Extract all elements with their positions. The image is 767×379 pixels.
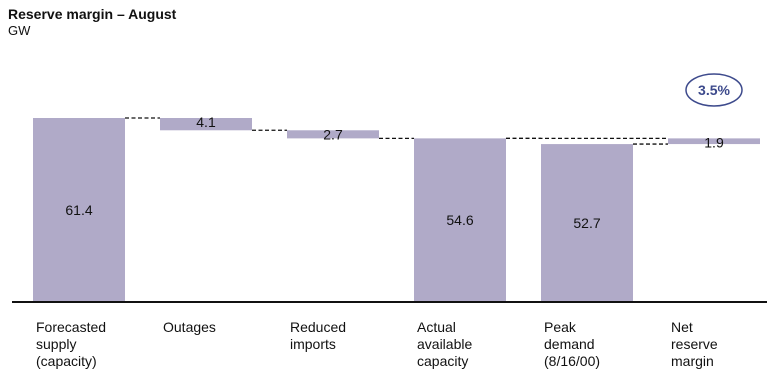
category-label-line: Outages xyxy=(163,319,216,335)
category-label-line: capacity xyxy=(417,353,469,369)
category-label-line: reserve xyxy=(671,336,718,352)
bar-value-label-1: 61.4 xyxy=(65,202,92,218)
category-label-2: Outages xyxy=(163,319,216,336)
category-label-line: (capacity) xyxy=(36,353,97,369)
bar-value-label-6: 1.9 xyxy=(704,134,724,150)
category-label-line: available xyxy=(417,336,473,352)
bar-1 xyxy=(33,118,125,302)
reserve-callout-label: 3.5% xyxy=(698,82,730,98)
category-label-line: Actual xyxy=(417,319,456,335)
bar-5 xyxy=(541,144,633,302)
bar-4 xyxy=(414,138,506,302)
category-label-1: Forecasted supply (capacity) xyxy=(36,319,106,370)
category-label-3: Reduced imports xyxy=(290,319,346,353)
bar-6 xyxy=(668,138,760,145)
category-label-4: Actual available capacity xyxy=(417,319,472,370)
chart-title: Reserve margin – August xyxy=(8,6,177,22)
category-label-5: Peak demand (8/16/00) xyxy=(544,319,600,370)
bar-value-label-2: 4.1 xyxy=(196,114,216,130)
category-label-line: demand xyxy=(544,336,595,352)
category-label-line: (8/16/00) xyxy=(544,353,601,369)
bar-3 xyxy=(287,130,379,139)
bar-value-label-4: 54.6 xyxy=(446,212,473,228)
chart-unit: GW xyxy=(8,23,31,38)
category-label-line: Peak xyxy=(544,319,576,335)
bar-2 xyxy=(160,118,252,131)
bar-value-label-3: 2.7 xyxy=(323,126,343,142)
category-label-line: margin xyxy=(671,353,714,369)
category-label-6: Net reserve margin xyxy=(671,319,718,370)
category-label-line: Reduced xyxy=(290,319,347,335)
category-label-line: Forecasted xyxy=(36,319,107,335)
category-label-line: imports xyxy=(290,336,336,352)
reserve-callout-ellipse xyxy=(685,73,743,107)
category-label-line: Net xyxy=(671,319,693,335)
bar-value-label-5: 52.7 xyxy=(573,215,600,231)
category-label-line: supply xyxy=(36,336,77,352)
